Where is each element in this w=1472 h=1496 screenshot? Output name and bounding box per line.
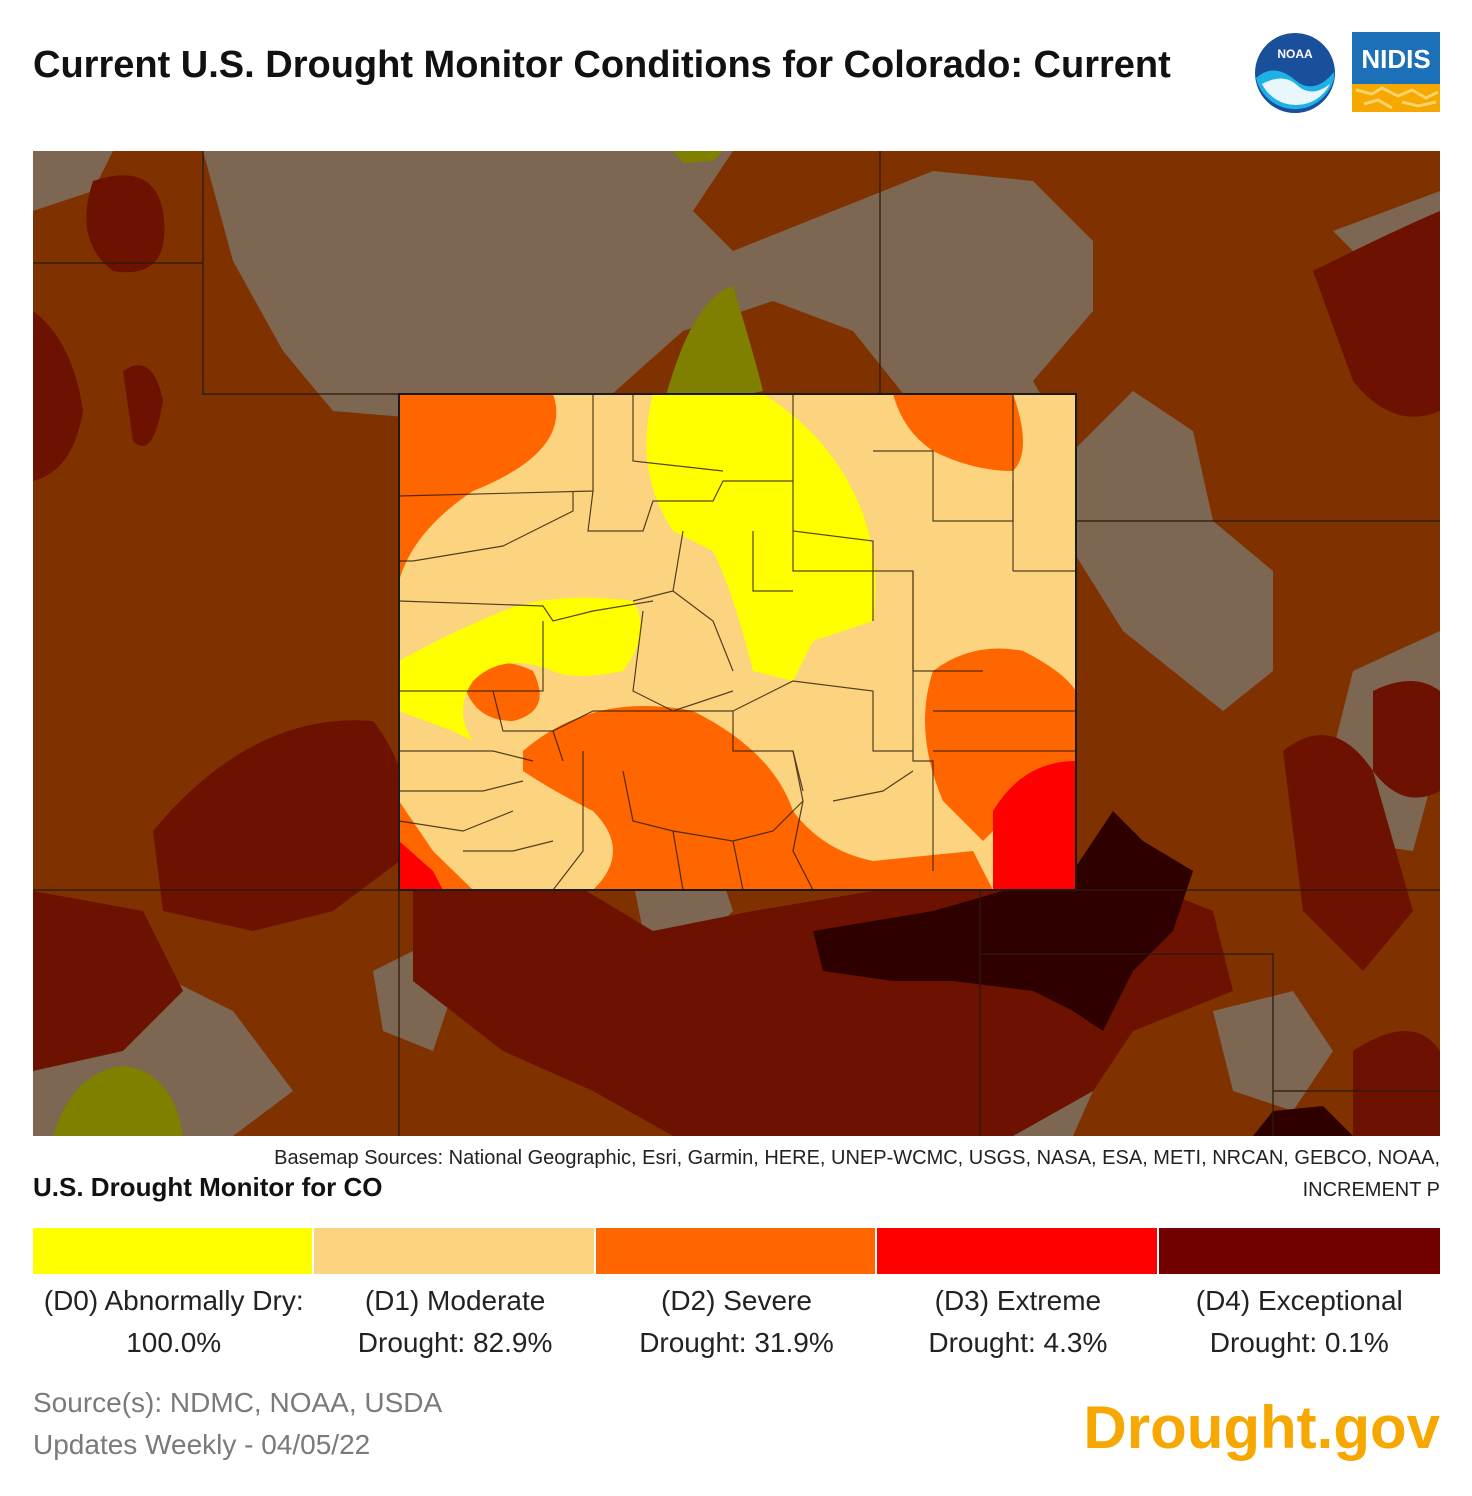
legend-label-d1: (D1) Moderate Drought: 82.9% [357,1285,553,1358]
legend-label-d0: (D0) Abnormally Dry: 100.0% [43,1285,304,1358]
sources-text: Source(s): NDMC, NOAA, USDA [33,1387,443,1418]
noaa-logo-text: NOAA [1277,47,1313,61]
outside-d2 [33,175,1440,1136]
legend-item-d4: (D4) Exceptional Drought: 0.1% [1158,1228,1440,1364]
drought-map [33,151,1440,1136]
colorado-d0 [399,394,876,741]
legend-label-d4: (D4) Exceptional Drought: 0.1% [1195,1285,1403,1358]
outside-d4 [813,811,1353,1136]
legend-label-d3: (D3) Extreme Drought: 4.3% [928,1285,1108,1358]
legend-swatch-d4 [1158,1228,1440,1274]
colorado-d3 [399,761,1076,890]
legend-label-d2: (D2) Severe Drought: 31.9% [639,1285,834,1358]
drought-gov-brand: Drought.gov [1083,1394,1440,1461]
colorado-outline [398,393,1077,891]
legend-swatch-d1 [314,1228,596,1274]
nidis-logo-text: NIDIS [1361,44,1430,74]
county-lines [398,394,1076,891]
legend-swatch-d2 [595,1228,878,1274]
sources-block: Source(s): NDMC, NOAA, USDA Updates Week… [33,1382,442,1466]
legend-title: U.S. Drought Monitor for CO [33,1172,383,1202]
legend-item-d2: (D2) Severe Drought: 31.9% [595,1228,878,1364]
basemap-attribution: Basemap Sources: National Geographic, Es… [274,1147,1440,1201]
legend-item-d0: (D0) Abnormally Dry: 100.0% [33,1228,315,1364]
legend-swatch-d0 [33,1228,315,1274]
colorado-d2 [399,394,1076,890]
nidis-logo: NIDIS [1352,32,1440,112]
legend-swatch-d3 [877,1228,1159,1274]
legend-item-d1: (D1) Moderate Drought: 82.9% [314,1228,596,1364]
legend: (D0) Abnormally Dry: 100.0% (D1) Moderat… [33,1228,1440,1364]
page-title: Current U.S. Drought Monitor Conditions … [33,44,1171,86]
legend-item-d3: (D3) Extreme Drought: 4.3% [877,1228,1159,1364]
noaa-logo: NOAA [1255,33,1335,113]
updated-text: Updates Weekly - 04/05/22 [33,1429,371,1460]
